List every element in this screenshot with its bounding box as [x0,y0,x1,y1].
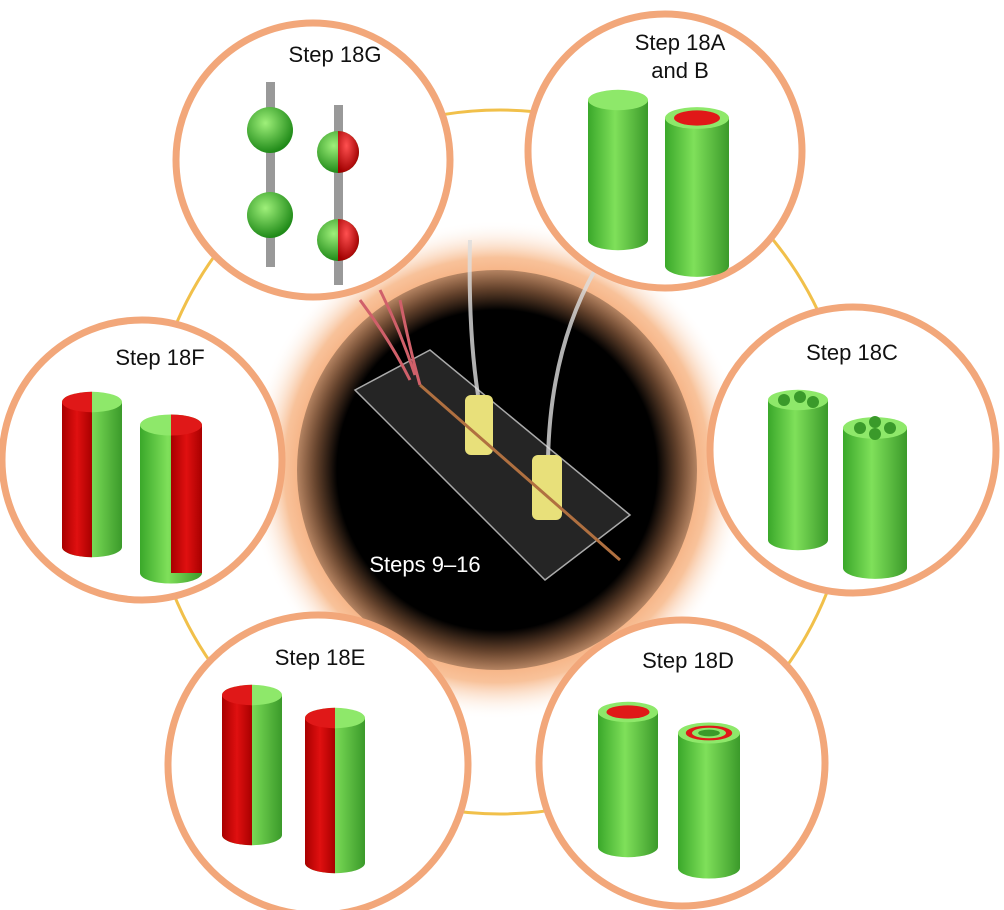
hole [778,394,790,406]
cylinder-body [665,118,729,277]
step-label: and B [651,58,709,83]
hole [807,396,819,408]
red-half [171,425,202,573]
core [606,705,650,719]
red-half [305,718,335,874]
cylinder-body [768,400,828,551]
step-label: Step 18A [635,30,726,55]
red-half [62,402,92,558]
rod [266,82,275,267]
hole [869,428,881,440]
sphere-red [338,131,359,173]
red-top [304,707,335,729]
hole [794,391,806,403]
step-circle [172,19,454,301]
cylinder-body [843,428,907,579]
step-label: Step 18C [806,340,898,365]
cylinder-top [588,89,648,111]
sphere-red [338,219,359,261]
cylinder-body [678,733,740,879]
ring [698,729,720,737]
cylinder-body [588,100,648,251]
step-label: Step 18G [289,42,382,67]
chip [353,239,632,581]
hole [884,422,896,434]
hole [869,416,881,428]
rod [334,105,343,285]
step-label: Step 18E [275,645,366,670]
step-label: Step 18F [115,345,204,370]
hole [854,422,866,434]
cylinder-body [598,712,658,858]
red-half [222,695,252,846]
red-top [171,414,203,436]
red-top [61,391,92,413]
center-photo [297,270,697,670]
sphere [247,107,293,153]
sphere [247,192,293,238]
step-label: Step 18D [642,648,734,673]
center-label: Steps 9–16 [369,552,480,577]
core [673,110,721,126]
red-top [221,684,252,706]
